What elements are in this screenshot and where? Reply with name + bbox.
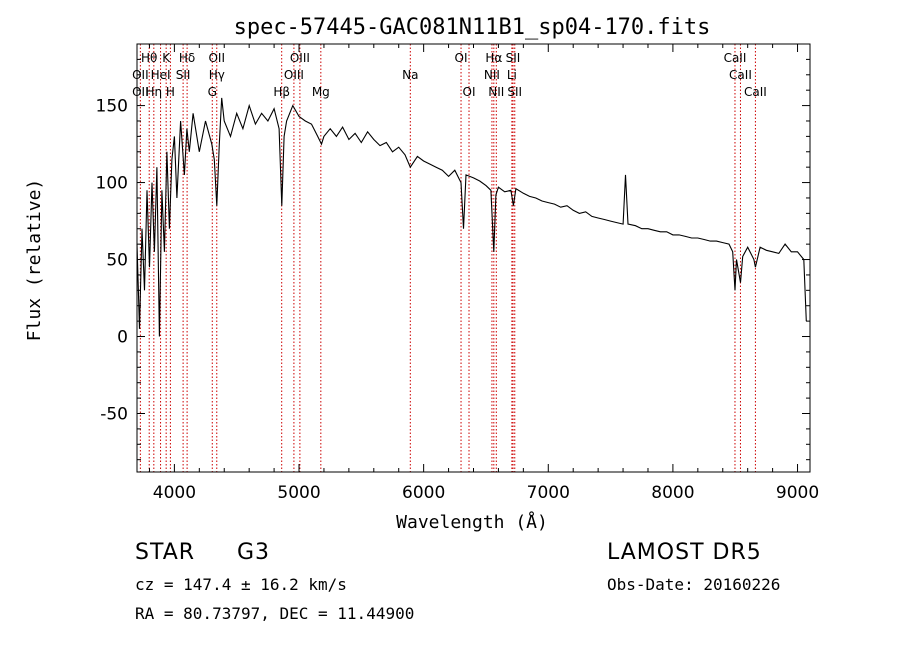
survey-name: LAMOST DR5 (607, 540, 762, 565)
y-tick-label: -50 (100, 404, 128, 424)
x-axis: 4000 5000 6000 7000 8000 9000 (148, 44, 819, 503)
line-label: NII (488, 85, 504, 99)
line-label: CaII (744, 85, 767, 99)
y-tick-label: 50 (106, 251, 128, 271)
object-class: STAR (135, 540, 196, 565)
spectrum-plot: spec-57445-GAC081N11B1_sp04-170.fits Hθ K… (24, 15, 819, 533)
line-label: Hβ (273, 85, 290, 99)
line-markers (139, 44, 756, 472)
line-label: G (208, 85, 217, 99)
line-label: Hη (146, 85, 163, 99)
x-tick-label: 7000 (527, 483, 570, 503)
line-label: CaII (729, 68, 752, 82)
redshift-cz: cz = 147.4 ± 16.2 km/s (135, 575, 347, 594)
plot-frame (136, 43, 811, 473)
line-label: OIII (284, 68, 304, 82)
line-label: Hδ (179, 51, 195, 65)
line-label: OI (463, 85, 476, 99)
x-tick-label: 5000 (277, 483, 320, 503)
y-axis: -50 0 50 100 150 (96, 58, 810, 461)
line-label: Na (402, 68, 418, 82)
line-label: OI (455, 51, 468, 65)
chart-title: spec-57445-GAC081N11B1_sp04-170.fits (234, 15, 711, 40)
line-label: Hθ (141, 51, 157, 65)
line-label: OII (132, 85, 149, 99)
obs-date: Obs-Date: 20160226 (607, 575, 781, 594)
line-label: Hα (485, 51, 502, 65)
line-label: SII (506, 51, 521, 65)
line-label: HeI (151, 68, 171, 82)
line-label: Mg (312, 85, 330, 99)
line-label: SII (507, 85, 522, 99)
x-tick-label: 9000 (776, 483, 819, 503)
y-tick-label: 100 (96, 174, 128, 194)
line-label: SII (176, 68, 191, 82)
line-label: Hγ (209, 68, 225, 82)
y-tick-label: 0 (117, 328, 128, 348)
line-label: CaII (724, 51, 747, 65)
y-tick-label: 150 (96, 97, 128, 117)
spectrum-line (136, 97, 807, 337)
y-axis-label: Flux (relative) (24, 179, 45, 342)
x-tick-label: 6000 (402, 483, 445, 503)
x-axis-label: Wavelength (Å) (396, 511, 548, 533)
x-tick-label: 8000 (651, 483, 694, 503)
line-label: H (166, 85, 175, 99)
line-label: NII (484, 68, 500, 82)
object-subclass: G3 (237, 540, 271, 565)
line-label: OII (208, 51, 225, 65)
line-label: K (162, 51, 171, 65)
ra-dec: RA = 80.73797, DEC = 11.44900 (135, 604, 415, 623)
line-label: Li (507, 68, 517, 82)
line-label: OIII (290, 51, 310, 65)
x-tick-label: 4000 (153, 483, 196, 503)
